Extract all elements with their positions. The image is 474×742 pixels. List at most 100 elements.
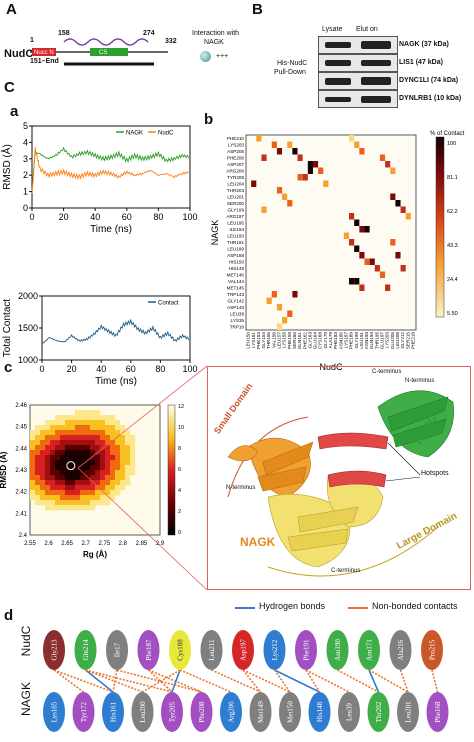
blot-lane-2 (318, 54, 398, 72)
y-tick-label: 2 (23, 170, 28, 180)
density-cell (45, 460, 51, 466)
y-tick-label: 1500 (18, 323, 38, 333)
density-cell (35, 485, 41, 491)
density-cell (45, 430, 51, 436)
density-cell (70, 505, 76, 511)
nagk-residue-label: Phe168 (434, 701, 442, 723)
x-tick-label: 80 (153, 212, 163, 222)
nonbond-link (147, 669, 173, 693)
density-cell (30, 475, 36, 481)
density-cell (100, 470, 106, 476)
label-hotspots: Hotspots (421, 470, 449, 477)
blot-row-3: DYNLRB1 (10 kDa) (399, 95, 462, 102)
residue-interaction-map: Gly213 Gln214 Ile17 Phe187 Cys188 Leu211 Asp19… (43, 630, 449, 732)
heatmap-cell (359, 226, 365, 233)
density-cell (70, 435, 76, 441)
density-cell (75, 455, 81, 461)
density-cell (60, 475, 66, 481)
density-cell (75, 450, 81, 456)
density-cell (120, 465, 126, 471)
density-cell (35, 460, 41, 466)
density-cell (55, 435, 61, 441)
density-cell (50, 480, 56, 486)
density-cell (70, 420, 76, 426)
density-cell (65, 495, 71, 501)
density-cell (60, 425, 66, 431)
x-tick-label: 40 (96, 364, 106, 374)
density-cell (90, 485, 96, 491)
nagk-residue-label: Tyr172 (80, 701, 88, 722)
density-cell (40, 445, 46, 451)
heatmap-cell (369, 258, 375, 265)
density-cell (75, 420, 81, 426)
density-cell (60, 445, 66, 451)
nonbond-link (53, 669, 114, 693)
row-label-nagk: NAGK (19, 682, 33, 717)
density-cell (110, 455, 116, 461)
density-cell (70, 500, 76, 506)
density-cell (125, 435, 131, 441)
nagk-residue-label: Tyr205 (169, 701, 177, 722)
density-colorbar-tick: 4 (178, 488, 181, 494)
density-cell (130, 445, 136, 451)
density-cell (125, 450, 131, 456)
density-cell (115, 425, 121, 431)
plot-frame (31, 125, 191, 209)
density-cell (40, 465, 46, 471)
density-cell (35, 440, 41, 446)
density-cell (130, 465, 136, 471)
heatmap-y-label: TRP18 (230, 325, 245, 330)
density-cell (70, 445, 76, 451)
density-cell (70, 455, 76, 461)
blot-lane-3 (318, 72, 398, 90)
density-cell (40, 495, 46, 501)
density-cell (35, 425, 41, 431)
heatmap-y-label: GLY199 (227, 208, 244, 213)
y-tick-label: 4 (23, 137, 28, 147)
density-cell (115, 420, 121, 426)
density-cell (75, 430, 81, 436)
density-cell (40, 475, 46, 481)
density-cell (35, 480, 41, 486)
density-cell (80, 490, 86, 496)
density-cell (70, 460, 76, 466)
heatmap-x-label: GLN194 (369, 332, 374, 350)
density-cell (85, 425, 91, 431)
heatmap-x-label: LYS187 (343, 332, 348, 348)
density-cell (80, 445, 86, 451)
density-cell (40, 485, 46, 491)
density-cell (95, 460, 101, 466)
nudc-residue-label: Cys188 (177, 639, 185, 661)
density-cell (35, 450, 41, 456)
x-tick-label: 100 (182, 364, 197, 374)
heatmap-x-label: GLU197 (380, 332, 385, 350)
density-cell (55, 490, 61, 496)
density-cell (90, 445, 96, 451)
y-axis-label: RMSD (Å) (0, 144, 13, 190)
nudc-residue-label: Ile17 (114, 642, 122, 657)
density-cell (65, 505, 71, 511)
density-cell (55, 480, 61, 486)
density-cell (95, 450, 101, 456)
heatmap-y-label: GLY142 (227, 299, 244, 304)
nudc-residue-label: Lys212 (271, 639, 279, 660)
density-cell (45, 465, 51, 471)
density-y-tick: 2.44 (15, 446, 27, 452)
density-x-tick: 2.6 (44, 541, 53, 547)
density-cell (105, 485, 111, 491)
density-cell (100, 495, 106, 501)
density-cell (80, 505, 86, 511)
density-cell (80, 495, 86, 501)
density-cell (55, 425, 61, 431)
heatmap-x-label: LEU208 (395, 332, 400, 349)
interaction-result: +++ (216, 53, 229, 60)
y-tick-label: 5 (23, 121, 28, 131)
density-cell (85, 485, 91, 491)
nudc-start-label: 1 (30, 37, 34, 44)
nagk-residue-node (308, 692, 331, 732)
heatmap-x-label: GLU164 (313, 332, 318, 350)
density-colorbar-tick: 0 (178, 530, 181, 536)
density-cell (85, 505, 91, 511)
colorbar-tick: 24.4 (447, 277, 458, 283)
blot-row-label-1: His-NudC (277, 60, 308, 67)
